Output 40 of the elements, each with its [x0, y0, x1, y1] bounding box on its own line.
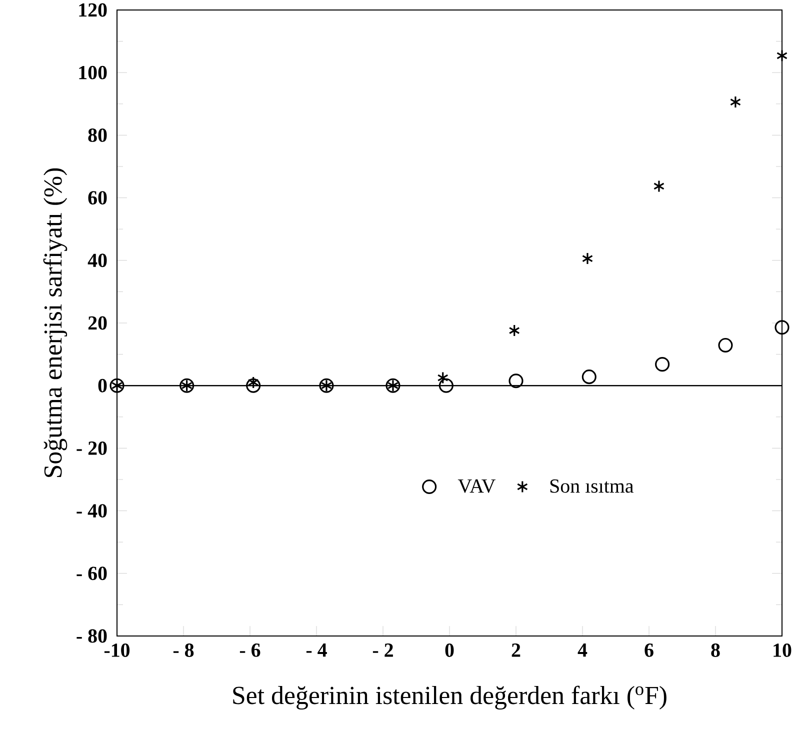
point	[730, 96, 742, 108]
point	[508, 324, 520, 337]
y-tick-label: - 60	[76, 566, 107, 580]
x-tick-label: 8	[711, 644, 720, 657]
point	[248, 376, 259, 389]
x-tick-label: - 4	[306, 644, 327, 657]
y-tick-label: 40	[88, 254, 107, 268]
point	[655, 357, 670, 372]
point	[582, 252, 594, 265]
point	[246, 378, 261, 393]
point	[438, 378, 454, 393]
y-tick-label: 0	[98, 378, 107, 392]
x-tick-label: - 8	[173, 644, 194, 657]
y-tick-label: 80	[88, 128, 107, 142]
point	[718, 338, 733, 352]
y-tick-label: 100	[79, 66, 107, 80]
x-tick-label: 6	[644, 644, 654, 657]
y-tick-label: 20	[88, 316, 107, 330]
legend-label: Son ısıtma	[550, 479, 634, 493]
y-tick-label: - 80	[76, 629, 107, 643]
x-tick-label: - 6	[240, 644, 260, 657]
x-tick-label: 0	[445, 644, 454, 657]
point	[508, 374, 524, 388]
x-tick-label: -10	[104, 644, 130, 657]
x-tick-label: 2	[512, 644, 520, 657]
y-tick-label: 120	[79, 3, 107, 17]
x-tick-label: 4	[578, 644, 588, 657]
point	[582, 370, 596, 384]
y-tick-label: - 20	[76, 441, 107, 455]
point	[774, 320, 790, 335]
legend-label: VAV	[458, 479, 496, 493]
y-tick-label: 60	[88, 191, 107, 205]
point	[653, 180, 665, 192]
x-axis-title: Set değerinin istenilen değerden farkı ($^{o}$F)	[233, 686, 666, 710]
point	[776, 49, 788, 62]
x-tick-label: - 2	[372, 644, 393, 657]
y-axis-title: Soğutma enerjisi sarfiyatı (%)	[43, 168, 68, 477]
y-tick-label: - 40	[76, 504, 107, 518]
point	[437, 371, 448, 384]
x-tick-label: 10	[774, 644, 792, 657]
